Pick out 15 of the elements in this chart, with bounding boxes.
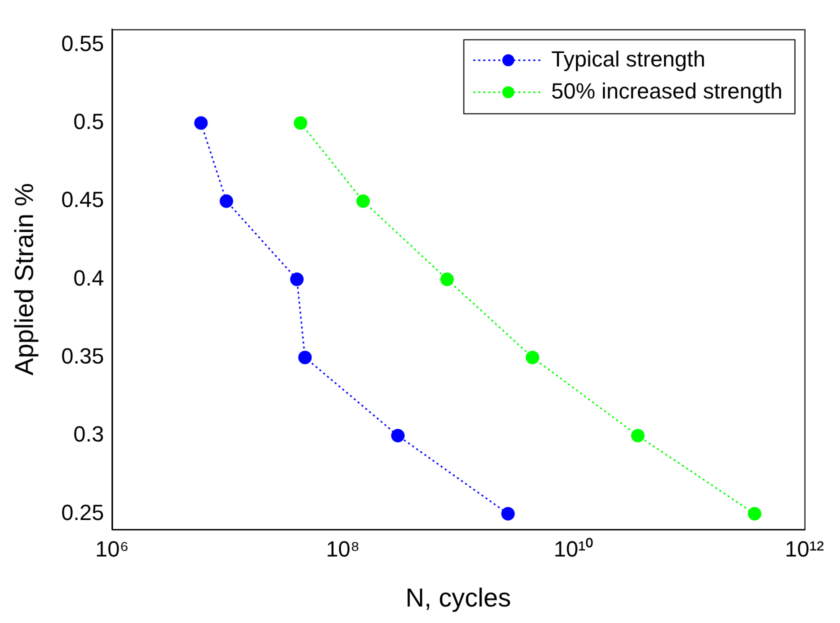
y-tick-label: 0.45 — [61, 187, 104, 212]
x-tick-label: 10¹² — [784, 536, 824, 562]
y-tick-label: 0.5 — [73, 109, 104, 134]
y-tick-label: 0.25 — [61, 500, 104, 525]
y-axis-title: Applied Strain % — [8, 183, 39, 376]
y-tick-label: 0.35 — [61, 344, 104, 369]
y-tick-label: 0.3 — [73, 422, 104, 447]
x-tick-label: 10¹⁰ — [554, 536, 594, 562]
legend-label: Typical strength — [551, 46, 706, 72]
y-tick-label: 0.4 — [73, 265, 104, 290]
x-tick-label: 10⁶ — [95, 536, 129, 562]
x-tick-label: 10⁸ — [326, 536, 360, 562]
legend-label: 50% increased strength — [551, 78, 782, 104]
x-axis-title: N, cycles — [405, 582, 511, 613]
y-tick-label: 0.55 — [61, 30, 104, 56]
